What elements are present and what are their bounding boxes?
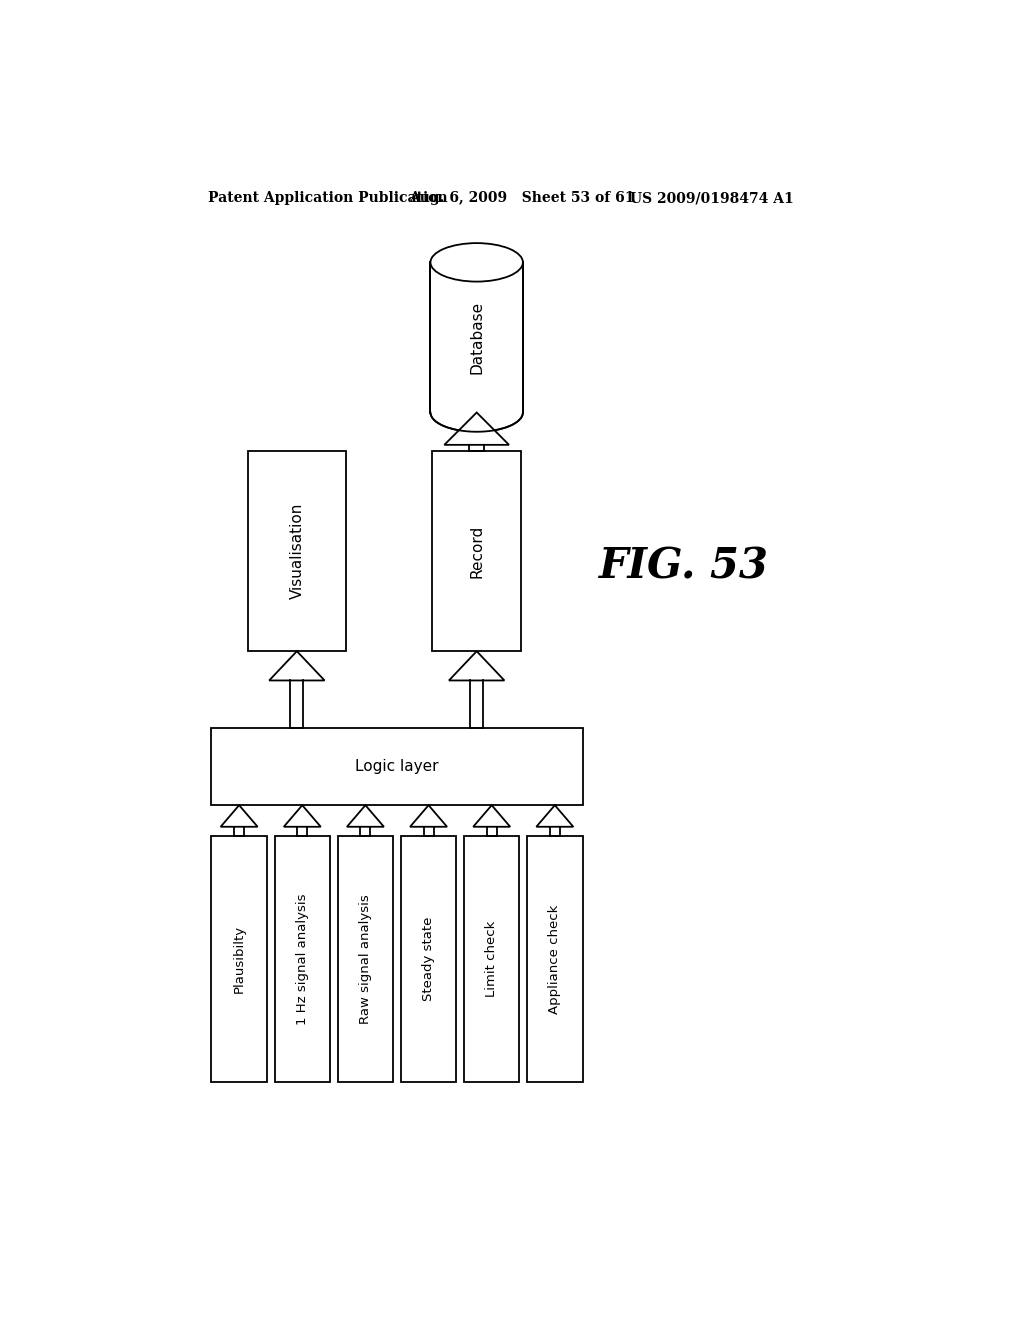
Text: Logic layer: Logic layer: [355, 759, 438, 775]
Text: Patent Application Publication: Patent Application Publication: [208, 191, 447, 206]
Bar: [430, 263, 523, 412]
Bar: [432, 451, 521, 651]
Text: FIG. 53: FIG. 53: [599, 545, 769, 587]
Bar: [464, 836, 519, 1082]
Bar: [248, 451, 346, 651]
Text: US 2009/0198474 A1: US 2009/0198474 A1: [630, 191, 794, 206]
Polygon shape: [269, 651, 325, 681]
Bar: [211, 836, 267, 1082]
Bar: [211, 729, 583, 805]
Polygon shape: [410, 805, 447, 826]
Polygon shape: [473, 805, 510, 826]
Polygon shape: [284, 805, 321, 826]
Bar: [338, 836, 393, 1082]
Bar: [400, 836, 457, 1082]
Text: Database: Database: [469, 301, 484, 374]
Bar: [429, 392, 524, 412]
Text: Plausibilty: Plausibilty: [232, 925, 246, 993]
Text: 1 Hz signal analysis: 1 Hz signal analysis: [296, 894, 309, 1024]
Text: Raw signal analysis: Raw signal analysis: [358, 895, 372, 1024]
Text: Limit check: Limit check: [485, 921, 499, 998]
Polygon shape: [449, 651, 505, 681]
Bar: [527, 836, 583, 1082]
Text: Steady state: Steady state: [422, 917, 435, 1002]
Polygon shape: [347, 805, 384, 826]
Text: Record: Record: [469, 524, 484, 578]
Polygon shape: [537, 805, 573, 826]
Polygon shape: [444, 412, 509, 445]
Ellipse shape: [430, 243, 523, 281]
Text: Appliance check: Appliance check: [548, 904, 561, 1014]
Polygon shape: [220, 805, 258, 826]
Text: Visualisation: Visualisation: [290, 503, 304, 599]
Bar: [274, 836, 330, 1082]
Text: Aug. 6, 2009   Sheet 53 of 61: Aug. 6, 2009 Sheet 53 of 61: [410, 191, 635, 206]
